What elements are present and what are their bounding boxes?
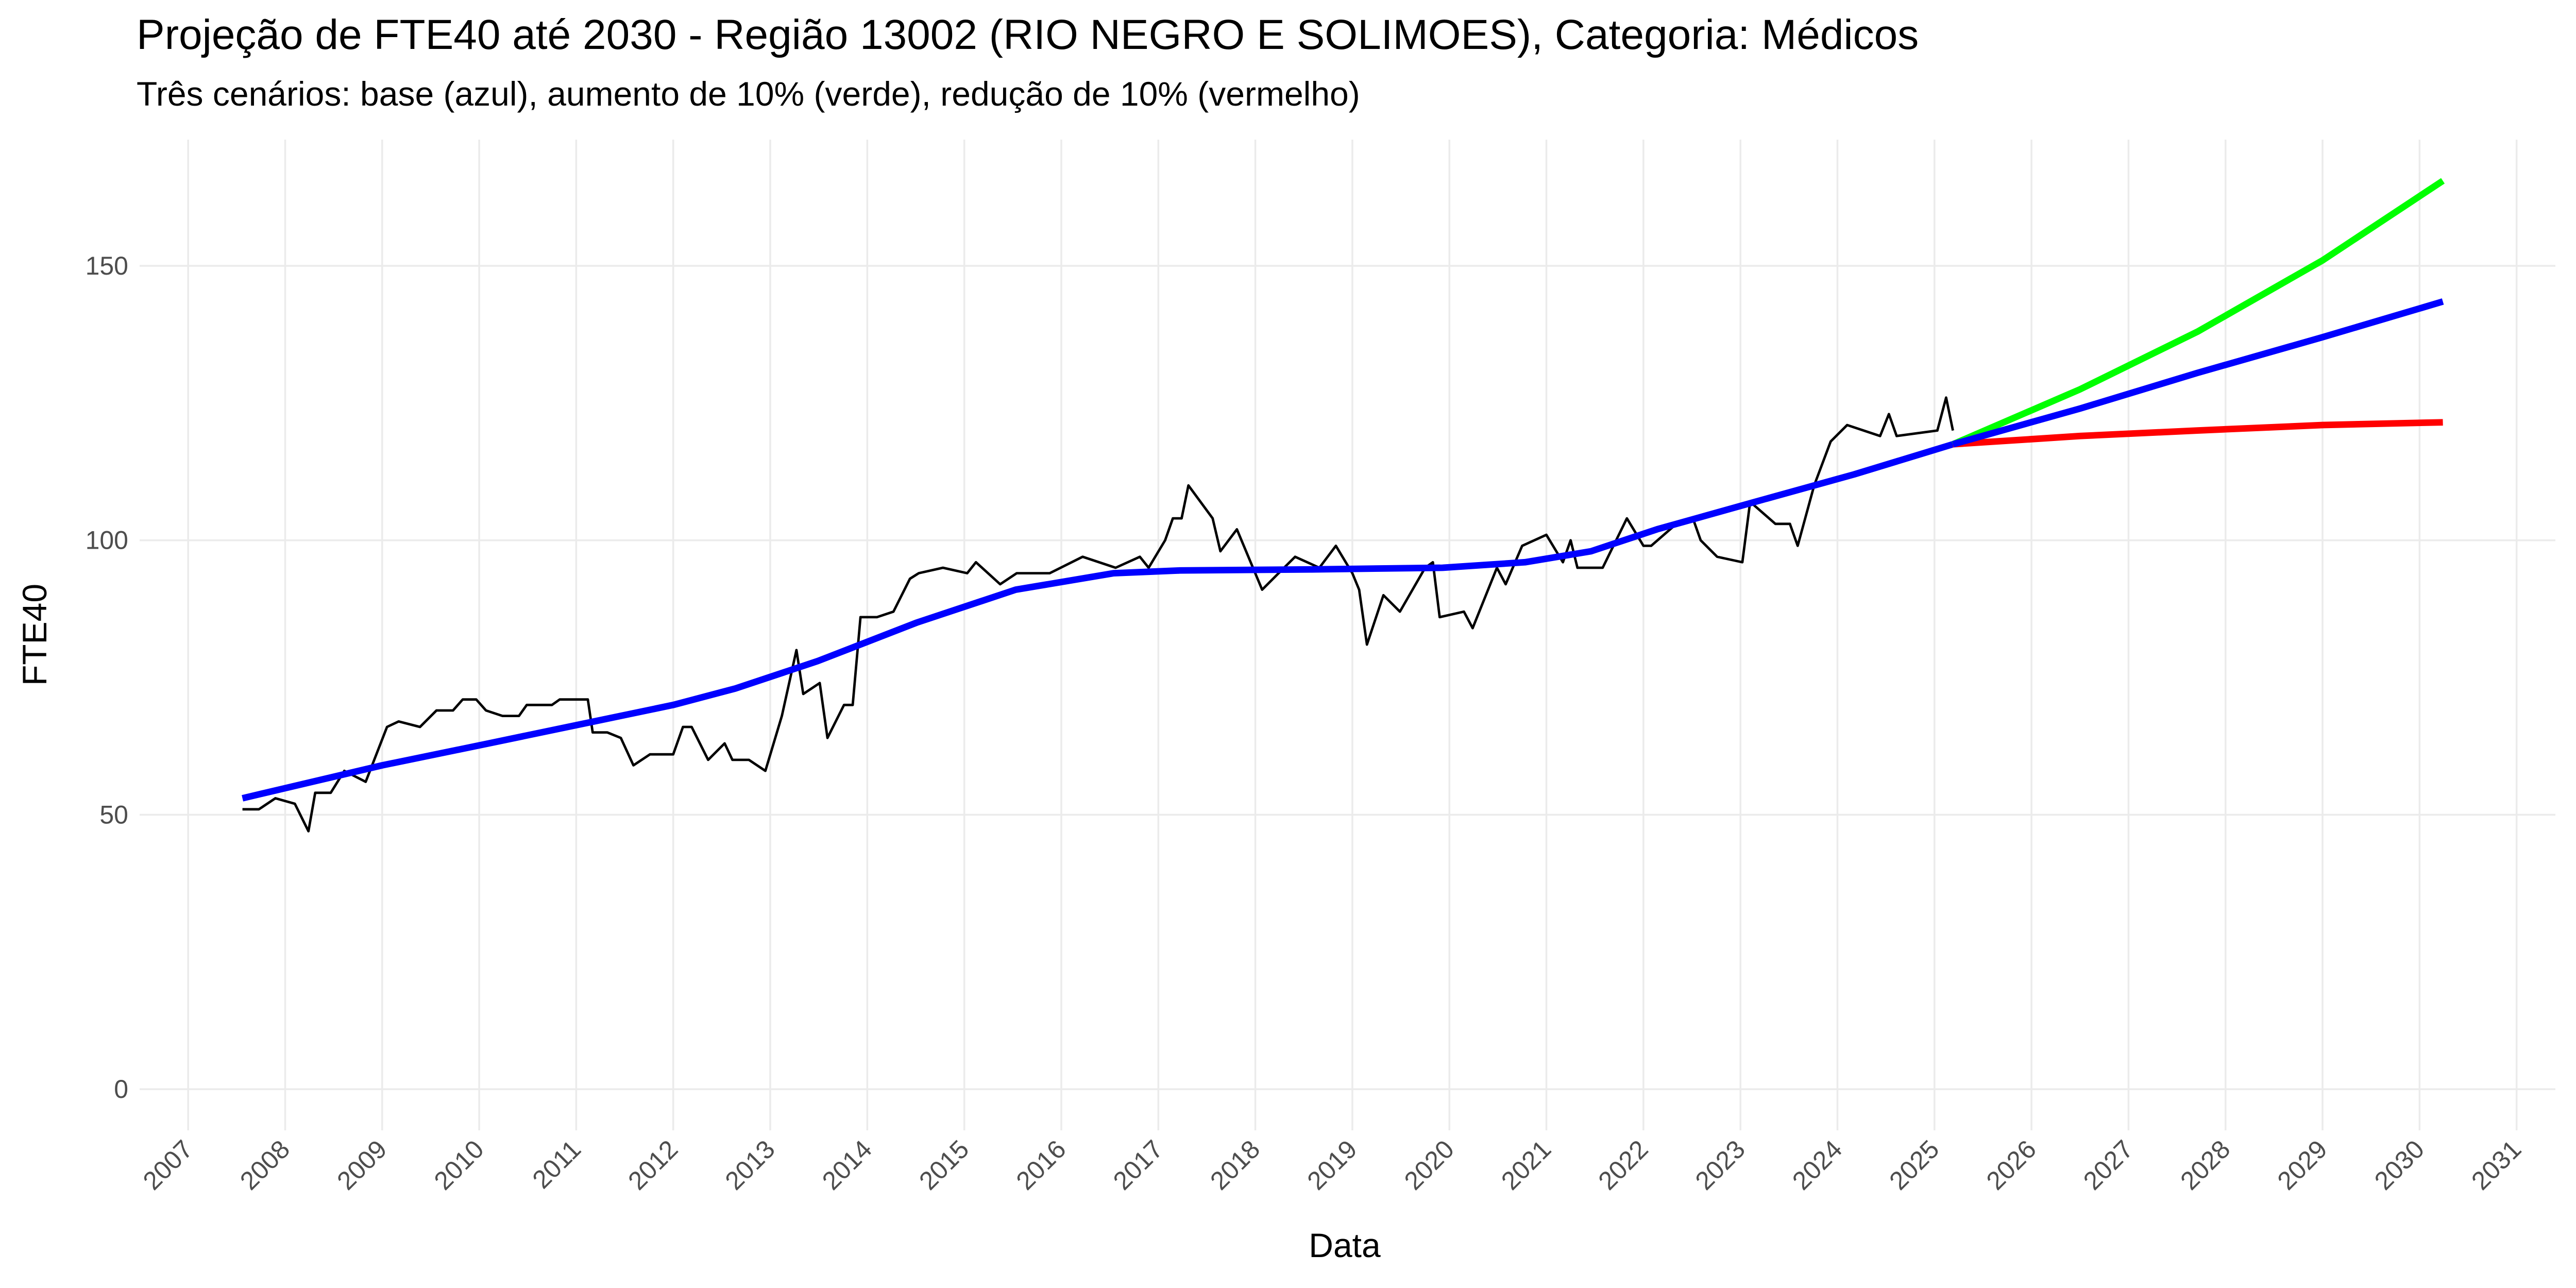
series-line [1953, 419, 2443, 448]
series-line [242, 396, 1954, 833]
y-tick-label: 150 [86, 251, 128, 280]
chart-title: Projeção de FTE40 até 2030 - Região 1300… [137, 11, 1919, 58]
y-axis-title: FTE40 [15, 584, 54, 686]
lines [242, 178, 2445, 833]
series-line [1952, 298, 2444, 448]
y-tick-label: 0 [114, 1075, 128, 1104]
chart-subtitle: Três cenários: base (azul), aumento de 1… [137, 75, 1360, 113]
y-tick-label: 50 [99, 800, 128, 829]
series-line [1952, 178, 2445, 448]
y-tick-label: 100 [86, 526, 128, 555]
grid [140, 140, 2555, 1130]
series-line [242, 441, 1954, 802]
x-axis-title: Data [1309, 1226, 1381, 1264]
